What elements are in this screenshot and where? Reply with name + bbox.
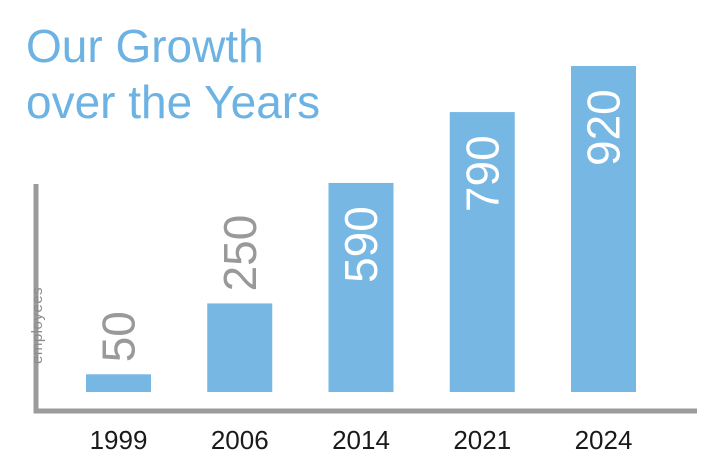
x-tick-label-2021: 2021 bbox=[453, 425, 511, 455]
bar-2024 bbox=[571, 66, 636, 392]
data-label-2006: 250 bbox=[214, 215, 266, 292]
x-tick-labels-group: 1999 2006 2014 2021 2024 bbox=[90, 425, 633, 455]
chart-axes bbox=[33, 184, 697, 414]
chart-title-line-1: Our Growth bbox=[26, 20, 264, 72]
x-tick-label-2024: 2024 bbox=[575, 425, 633, 455]
bar-2006 bbox=[207, 303, 273, 392]
bar-2014 bbox=[328, 182, 394, 392]
data-labels-group: 50 250 590 790 920 bbox=[93, 89, 630, 362]
chart-title-line-2: over the Years bbox=[26, 76, 320, 128]
x-tick-label-1999: 1999 bbox=[90, 425, 148, 455]
data-label-1999: 50 bbox=[93, 311, 145, 362]
x-tick-label-2006: 2006 bbox=[211, 425, 269, 455]
data-label-2024: 920 bbox=[578, 89, 630, 166]
bar-1999 bbox=[86, 374, 151, 392]
y-axis-label: employees bbox=[29, 287, 46, 364]
bars-group bbox=[86, 66, 636, 392]
data-label-2014: 590 bbox=[335, 206, 387, 283]
data-label-2021: 790 bbox=[456, 135, 508, 212]
x-tick-label-2014: 2014 bbox=[332, 425, 390, 455]
bar-2021 bbox=[449, 112, 515, 392]
